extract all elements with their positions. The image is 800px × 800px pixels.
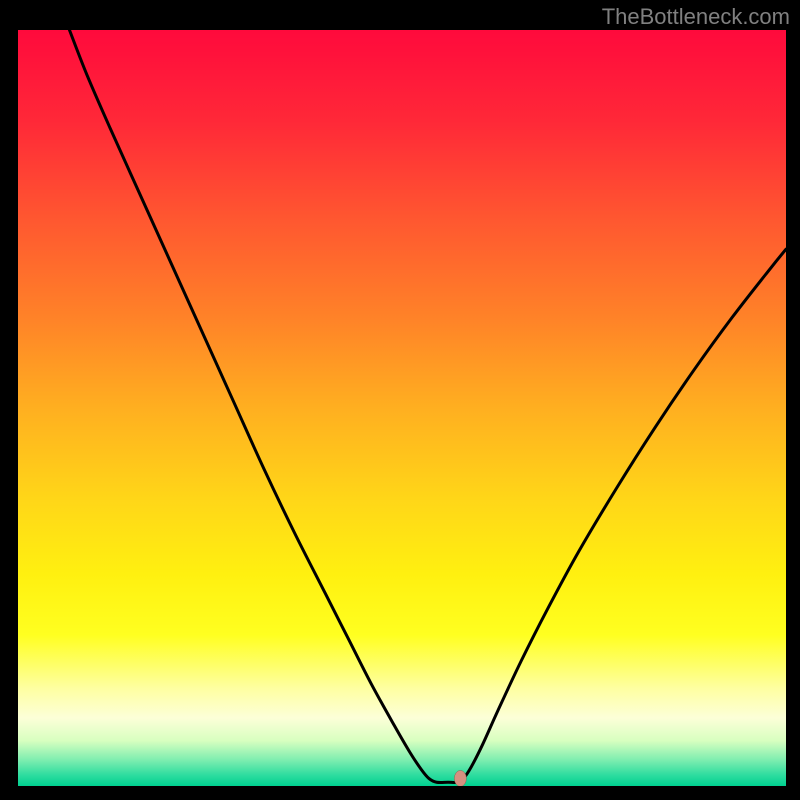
bottleneck-chart <box>18 30 786 786</box>
gradient-background <box>18 30 786 786</box>
watermark-text: TheBottleneck.com <box>602 4 790 30</box>
chart-svg <box>18 30 786 786</box>
optimum-marker <box>454 770 466 786</box>
